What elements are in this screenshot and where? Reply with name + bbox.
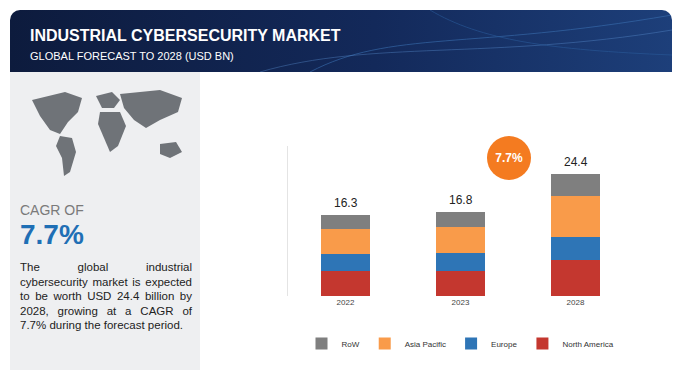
svg-text:2022: 2022 bbox=[337, 298, 355, 307]
svg-text:24.4: 24.4 bbox=[564, 155, 588, 169]
svg-text:16.8: 16.8 bbox=[449, 193, 473, 207]
html-text:CAGR OF: CAGR OF bbox=[20, 202, 84, 218]
html-text:GLOBAL FORECAST TO 2028 (USD B: GLOBAL FORECAST TO 2028 (USD BN) bbox=[30, 50, 234, 62]
html-text:7.7%: 7.7% bbox=[495, 151, 523, 165]
html-text:The global industrial cybersec: The global industrial cybersecurity mark… bbox=[20, 261, 192, 331]
svg-text:Asia Pacific: Asia Pacific bbox=[405, 340, 446, 349]
svg-text:North America: North America bbox=[562, 340, 613, 349]
svg-text:2028: 2028 bbox=[567, 298, 585, 307]
svg-text:RoW: RoW bbox=[342, 340, 360, 349]
svg-text:Europe: Europe bbox=[491, 340, 517, 349]
html-text:INDUSTRIAL CYBERSECURITY MARKE: INDUSTRIAL CYBERSECURITY MARKET bbox=[30, 27, 341, 44]
svg-text:2023: 2023 bbox=[452, 298, 470, 307]
html-text:7.7%: 7.7% bbox=[20, 219, 84, 250]
svg-text:16.3: 16.3 bbox=[334, 196, 358, 210]
